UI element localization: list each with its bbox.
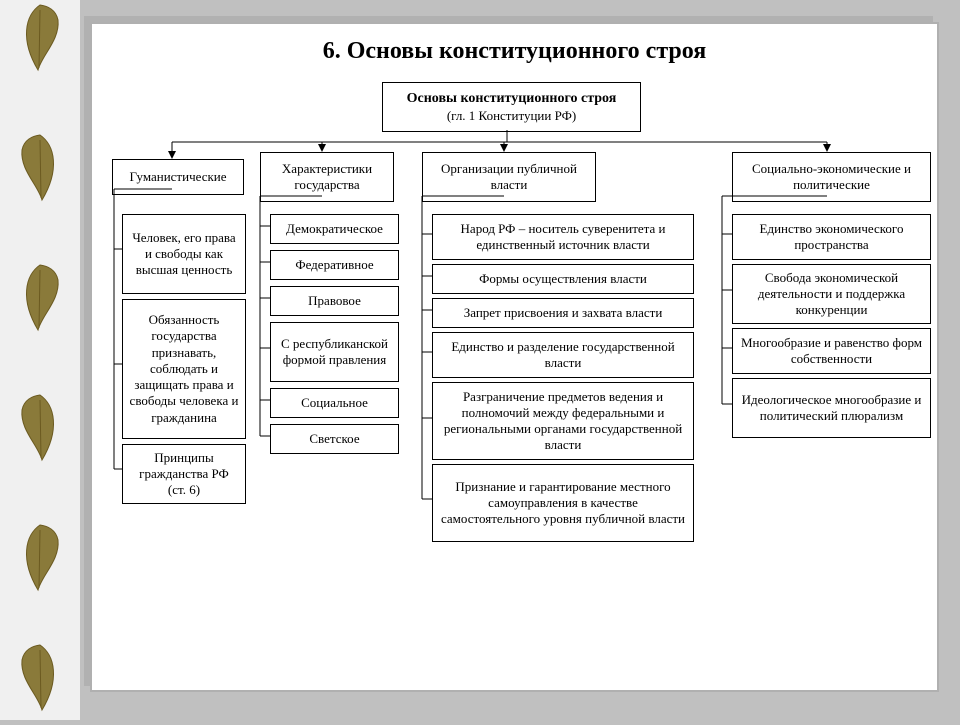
col2-item-0: Демократическое <box>270 214 399 244</box>
col4-item-0: Единство экономического пространства <box>732 214 931 260</box>
col3-item-1: Формы осуществления власти <box>432 264 694 294</box>
col2-item-2: Правовое <box>270 286 399 316</box>
col3-item-3: Единство и разделение государственной вл… <box>432 332 694 378</box>
col3-item-5: Признание и гарантирование местного само… <box>432 464 694 542</box>
col4-item-2: Многообразие и равенство форм собственно… <box>732 328 931 374</box>
page-title: 6. Основы конституционного строя <box>92 38 937 65</box>
root-line2: (гл. 1 Конституции РФ) <box>447 108 576 124</box>
category-socioeconomic: Социально-экономические и политические <box>732 152 931 202</box>
root-line1: Основы конституционного строя <box>407 90 617 108</box>
col1-item-0: Человек, его права и свободы как высшая … <box>122 214 246 294</box>
decorative-band <box>0 0 80 720</box>
col3-item-4: Разграничение предметов ведения и полном… <box>432 382 694 460</box>
col2-item-4: Социальное <box>270 388 399 418</box>
category-humanistic: Гуманистические <box>112 159 244 195</box>
col3-item-0: Народ РФ – носитель суверенитета и единс… <box>432 214 694 260</box>
col4-item-3: Идеологическое много­образие и политичес… <box>732 378 931 438</box>
col1-item-2: Принципы гражданства РФ (ст. 6) <box>122 444 246 504</box>
col1-item-1: Обязанность государства признавать, собл… <box>122 299 246 439</box>
category-state: Характеристики государства <box>260 152 394 202</box>
root-box: Основы конституционного строя (гл. 1 Кон… <box>382 82 641 132</box>
col2-item-1: Федеративное <box>270 250 399 280</box>
col4-item-1: Свобода экономической деятельности и под… <box>732 264 931 324</box>
col2-item-5: Светское <box>270 424 399 454</box>
category-public-power: Организации публичной власти <box>422 152 596 202</box>
slide-page: 6. Основы конституционного строя Основы … <box>90 22 939 692</box>
col2-item-3: С респуб­ликанской формой правления <box>270 322 399 382</box>
col3-item-2: Запрет присвоения и захвата власти <box>432 298 694 328</box>
